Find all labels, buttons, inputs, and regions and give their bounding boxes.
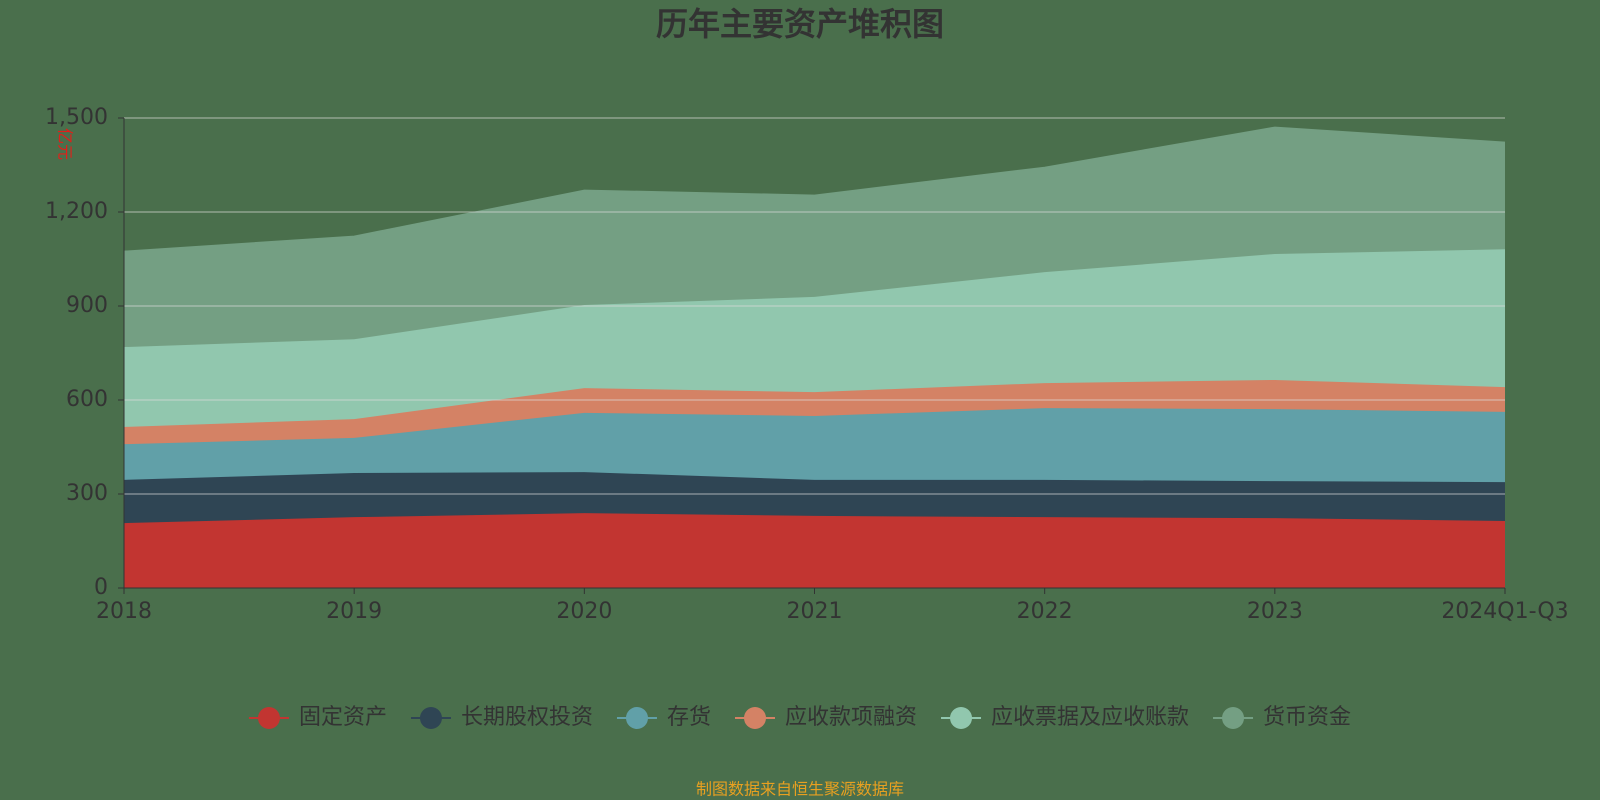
legend-label: 应收款项融资 (785, 705, 917, 730)
area-fill (124, 472, 1505, 524)
legend-label: 固定资产 (299, 705, 387, 730)
area-fill (124, 408, 1505, 483)
x-tick-label: 2020 (556, 599, 612, 624)
area-fill (124, 127, 1505, 348)
legend-marker (950, 707, 973, 729)
plot-areas (123, 126, 1506, 588)
legend-label: 货币资金 (1263, 705, 1351, 730)
legend-label: 长期股权投资 (461, 705, 593, 730)
y-axis-label: 亿元 (56, 128, 75, 160)
area-edge (123, 126, 1506, 252)
legend-marker (419, 707, 442, 729)
x-tick-label: 2024Q1-Q3 (1441, 599, 1568, 624)
y-tick-label: 1,200 (45, 199, 108, 224)
chart-title: 历年主要资产堆积图 (656, 5, 944, 43)
legend-marker (257, 707, 280, 729)
x-tick-label: 2019 (326, 599, 382, 624)
legend-label: 存货 (667, 705, 711, 730)
x-tick-label: 2021 (787, 599, 843, 624)
y-tick-label: 900 (66, 293, 108, 318)
area-fill (124, 249, 1505, 427)
legend-marker (744, 707, 766, 729)
y-tick-label: 1,500 (45, 105, 108, 130)
legend: 固定资产 长期股权投资 存货 应收款项融资 应收票据及应收账款 货币资金 (248, 705, 1351, 730)
y-tick-label: 0 (94, 575, 108, 600)
source-note: 制图数据来自恒生聚源数据库 (696, 780, 904, 799)
x-tick-label: 2018 (96, 599, 152, 624)
x-tick-label: 2023 (1247, 599, 1303, 624)
area-fill (124, 513, 1505, 588)
legend-label: 应收票据及应收账款 (991, 705, 1189, 730)
y-tick-label: 600 (66, 387, 108, 412)
legend-marker (1222, 707, 1245, 729)
area-fill (124, 379, 1505, 445)
y-tick-label: 300 (66, 481, 108, 506)
x-tick-label: 2022 (1017, 599, 1073, 624)
legend-marker (625, 707, 648, 729)
